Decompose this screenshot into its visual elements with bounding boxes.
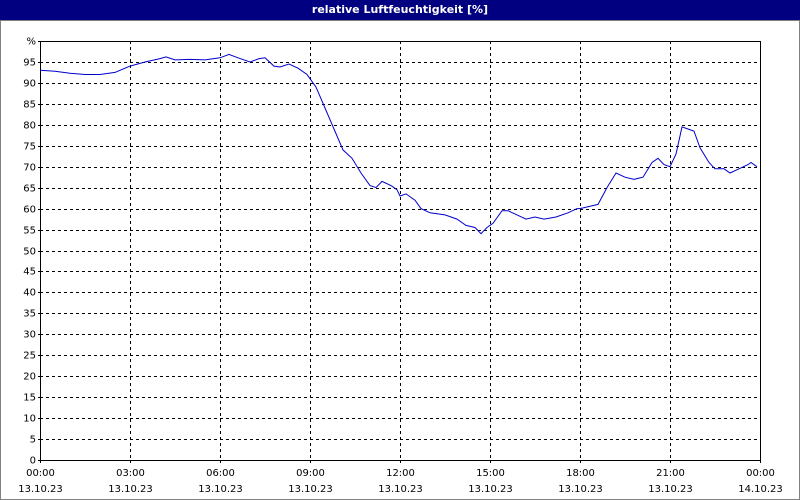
x-tick-label: 00:00 [746, 468, 775, 479]
x-tick-date: 13.10.23 [648, 484, 693, 495]
y-tick-label: 25 [23, 351, 36, 362]
y-tick-label: % [26, 37, 36, 48]
y-tick-label: 55 [23, 226, 36, 237]
y-tick-label: 75 [23, 142, 36, 153]
x-tick-date: 13.10.23 [378, 484, 423, 495]
y-tick-label: 15 [23, 393, 36, 404]
x-tick-label: 21:00 [656, 468, 685, 479]
y-tick-label: 45 [23, 267, 36, 278]
y-tick-label: 35 [23, 309, 36, 320]
x-tick-label: 09:00 [296, 468, 325, 479]
x-tick-label: 12:00 [386, 468, 415, 479]
x-tick-date: 13.10.23 [18, 484, 63, 495]
x-tick-label: 15:00 [476, 468, 505, 479]
x-tick-date: 13.10.23 [468, 484, 513, 495]
y-tick-label: 0 [30, 456, 36, 467]
y-tick-label: 90 [23, 79, 36, 90]
x-tick-date: 13.10.23 [288, 484, 333, 495]
y-tick-label: 65 [23, 184, 36, 195]
y-tick-label: 10 [23, 414, 36, 425]
title-bar [0, 0, 800, 20]
y-tick-label: 40 [23, 288, 36, 299]
y-tick-label: 20 [23, 372, 36, 383]
chart-title: relative Luftfeuchtigkeit [%] [312, 3, 488, 16]
x-tick-label: 00:00 [26, 468, 55, 479]
y-tick-label: 70 [23, 163, 36, 174]
plot-border [40, 41, 761, 461]
x-tick-label: 06:00 [206, 468, 235, 479]
y-tick-label: 80 [23, 121, 36, 132]
data-line [39, 53, 758, 235]
x-tick-date: 13.10.23 [558, 484, 603, 495]
x-tick-date: 14.10.23 [738, 484, 783, 495]
y-tick-label: 50 [23, 247, 36, 258]
x-tick-date: 13.10.23 [198, 484, 243, 495]
x-tick-label: 03:00 [116, 468, 145, 479]
y-tick-label: 30 [23, 330, 36, 341]
y-tick-label: 85 [23, 100, 36, 111]
y-tick-label: 95 [23, 58, 36, 69]
y-tick-label: 5 [30, 435, 36, 446]
y-tick-label: 60 [23, 205, 36, 216]
x-tick-date: 13.10.23 [108, 484, 153, 495]
x-tick-label: 18:00 [566, 468, 595, 479]
